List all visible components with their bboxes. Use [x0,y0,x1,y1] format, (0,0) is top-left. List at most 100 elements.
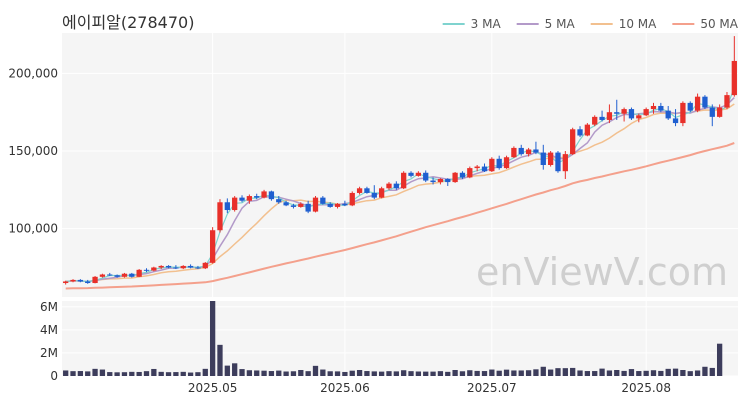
volume-bar [327,371,333,376]
candle [283,200,289,207]
candle [151,266,157,272]
candle [121,272,128,278]
candle-body [415,172,422,176]
volume-bar [261,370,267,376]
legend-label: 50 MA [700,17,738,31]
volume-bar [562,368,568,376]
candle-body [643,109,649,116]
candle [423,170,429,183]
candle-body [209,230,216,263]
candle-body [195,267,201,269]
candle [320,196,326,205]
candle [445,178,451,186]
legend: 50 MA 10 MA 5 MA 3 MA [442,17,739,31]
candle-body [364,188,370,193]
volume-tick-label: 2M [40,346,58,360]
candle [658,102,664,113]
volume-bar [702,366,708,376]
volume-bar [217,344,223,376]
volume-panel [62,301,738,376]
candle [709,104,715,127]
volume-bar [195,372,201,376]
x-tick-label: 2025.06 [320,381,370,395]
candle [716,104,723,118]
volume-bar [430,371,436,376]
volume-bar [716,343,723,376]
chart-title: 에이피알(278470) [62,13,194,32]
candle-body [606,112,613,120]
candle-body [430,180,436,183]
volume-bar [636,371,642,376]
candle-body [107,274,113,276]
candle-body [187,265,194,268]
candle-body [731,60,737,96]
candle-body [496,158,502,169]
volume-bar [511,370,517,376]
candle-body [63,281,69,284]
volume-bar [614,370,620,376]
volume-bar [599,368,605,376]
candle-body [312,197,319,212]
volume-bar [349,370,355,376]
candle [334,203,341,209]
volume-bar [254,370,260,376]
volume-bar [540,366,546,376]
volume-bar [467,370,473,376]
candle [364,186,370,194]
volume-bar [452,370,458,376]
candle-body [592,116,598,125]
candle [452,171,458,183]
volume-bar [364,371,370,376]
candle-body [584,124,591,136]
candle-body [224,202,230,211]
candle-body [665,110,671,119]
candle [606,104,613,124]
volume-bar [525,370,532,376]
legend-label: 10 MA [619,17,657,31]
volume-bar [489,369,495,376]
volume-bar [518,370,524,376]
volume-bar [694,370,701,376]
volume-bar [276,370,282,376]
candle [129,272,135,278]
candle [63,280,69,285]
candle-body [481,166,488,172]
volume-bar [621,370,627,376]
candle-body [724,95,730,108]
volume-bar [393,371,399,376]
candle-body [702,96,708,108]
volume-bar [158,371,164,376]
candle [496,155,502,170]
volume-bar [180,371,186,376]
volume-bar [305,371,311,376]
candle [261,189,267,199]
candle [393,181,399,190]
candle-body [158,265,164,268]
volume-bar [129,371,135,376]
candle [731,36,737,97]
price-panel [62,33,738,297]
candle [489,157,495,172]
volume-bar [312,365,319,376]
volume-bar [680,370,686,376]
candle-body [143,269,150,271]
volume-bar [136,371,142,376]
volume-bar [239,369,245,376]
candle-body [547,152,554,165]
candle [349,191,355,207]
volume-bar [187,372,194,376]
volume-bar [628,369,635,376]
candle [408,171,414,178]
candle-body [121,273,128,277]
candle [577,126,583,138]
candle [555,151,561,173]
candle-body [77,279,84,282]
candle [70,279,76,283]
candle [562,151,568,179]
candle [540,144,546,170]
candle [511,146,517,159]
volume-bar [643,370,649,376]
candle [621,107,627,122]
volume-bar [401,370,407,376]
volume-bar [283,371,289,376]
